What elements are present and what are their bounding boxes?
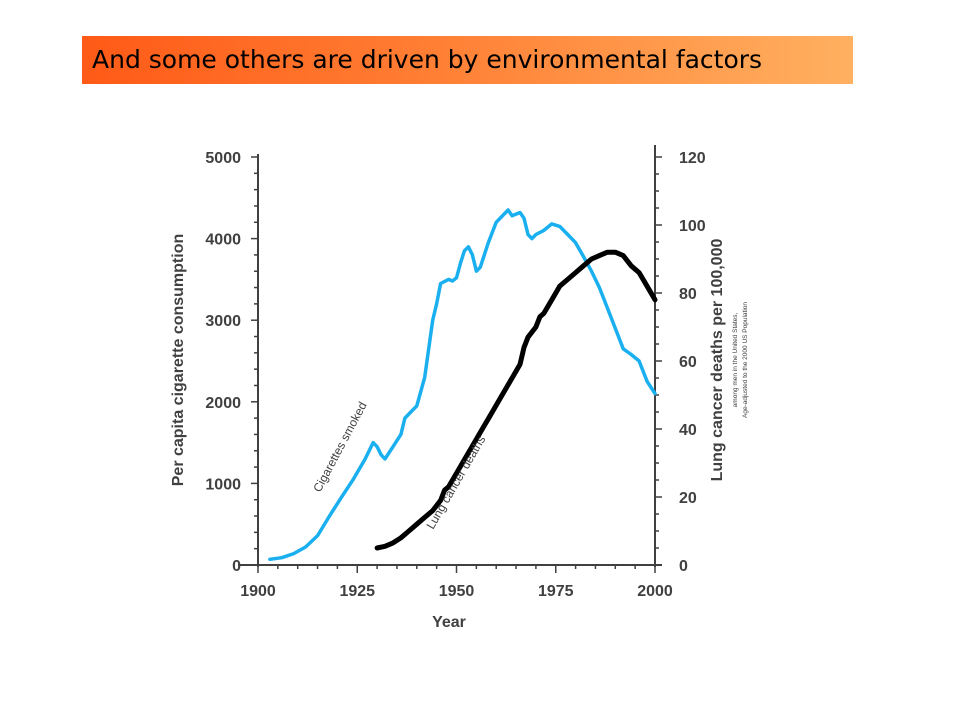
x-tick-label: 2000 [637,583,673,600]
right-y-tick-label: 100 [679,218,706,235]
right-axis-note-2: Age-adjusted to the 2000 US Population [742,302,749,418]
right-y-tick-label: 80 [679,286,697,303]
slide-title: And some others are driven by environmen… [82,36,853,84]
chart-series [268,208,658,562]
left-y-tick-label: 3000 [205,313,241,330]
x-tick-label: 1925 [339,583,375,600]
x-tick-label: 1950 [439,583,475,600]
chart-ticks: 1900 1925 1950 1975 200001000200030004000500… [205,150,705,600]
x-tick-label: 1900 [240,583,276,600]
left-y-tick-label: 5000 [205,150,241,167]
left-y-tick-label: 2000 [205,395,241,412]
cigarettes-smoked-line [268,208,657,562]
right-y-tick-label: 60 [679,354,697,371]
right-axis-note-1: among men in the United States, [732,312,739,407]
lung-cancer-deaths-line [374,249,658,551]
left-y-tick-label: 4000 [205,232,241,249]
right-y-tick-label: 0 [679,558,688,575]
series-label-cigarettes: Cigarettes smoked [310,399,369,494]
right-y-axis-title: Lung cancer deaths per 100,000 [709,239,726,482]
left-y-tick-label: 1000 [205,476,241,493]
right-y-tick-label: 40 [679,422,697,439]
series-label-lung-cancer: Lung cancer deaths [423,433,488,531]
right-y-tick-label: 20 [679,490,697,507]
right-y-tick-label: 120 [679,150,706,167]
x-tick-label: 1975 [538,583,574,600]
x-axis-title: Year [432,614,466,631]
left-y-axis-title: Per capita cigarette consumption [170,234,187,487]
left-y-tick-label: 0 [232,558,241,575]
